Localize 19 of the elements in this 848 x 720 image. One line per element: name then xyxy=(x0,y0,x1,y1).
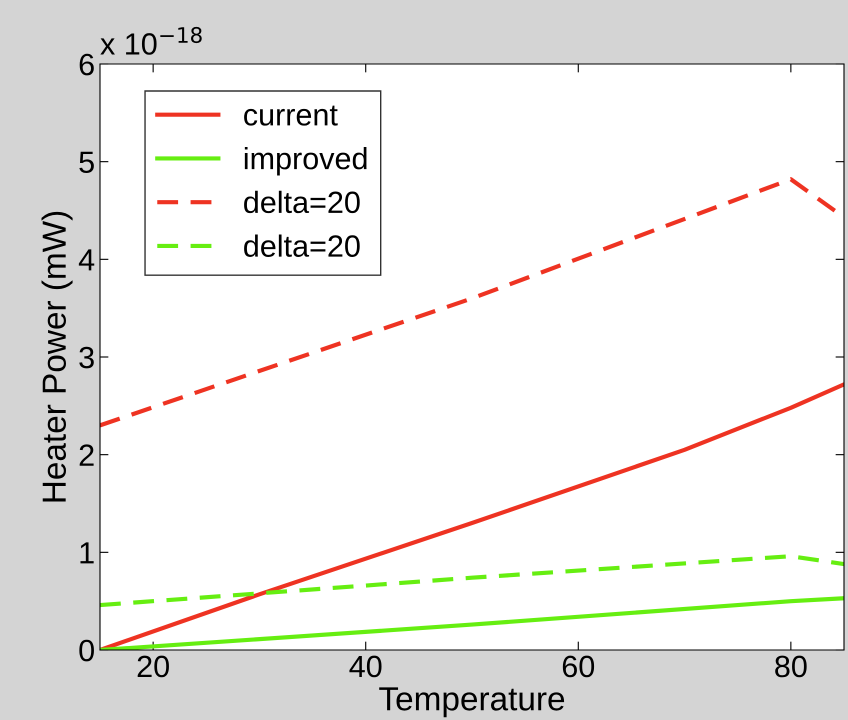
y-tick-label: 6 xyxy=(80,54,94,76)
y-tick-label: 1 xyxy=(80,542,94,564)
text: x 10$^{−18}$ xyxy=(100,26,202,55)
x-tick-label: 20 xyxy=(138,656,169,678)
y-tick-label: 4 xyxy=(78,249,94,270)
x-tick-label: 60 xyxy=(562,656,594,678)
x-tick-label: 80 xyxy=(775,656,807,678)
y-tick-label: 3 xyxy=(79,346,94,368)
y-tick-label: 2 xyxy=(80,444,94,466)
legend-label: improved xyxy=(244,146,367,176)
y-tick-label: 5 xyxy=(79,152,94,174)
x-tick-label: 40 xyxy=(349,656,382,678)
y-tick-label: 0 xyxy=(79,640,94,662)
y-axis-title: Heater Power (mW) xyxy=(42,212,73,502)
x-axis-title: Temperature xyxy=(379,687,564,718)
line-series xyxy=(100,554,844,608)
legend-label: delta=20 xyxy=(244,234,360,257)
legend-label: current xyxy=(244,106,338,126)
legend-label: delta=20 xyxy=(244,190,360,214)
